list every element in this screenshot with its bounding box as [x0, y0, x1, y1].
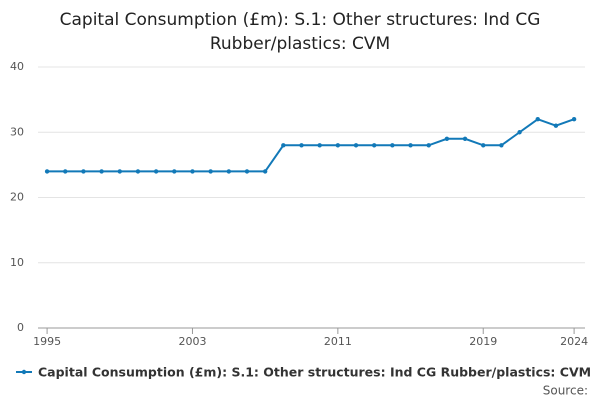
point: [63, 169, 68, 174]
point: [317, 143, 322, 148]
point: [190, 169, 195, 174]
point: [426, 143, 431, 148]
point: [371, 143, 377, 148]
point: [517, 130, 522, 135]
point: [153, 169, 159, 174]
x-tick-label: 2011: [324, 335, 352, 348]
point: [335, 143, 341, 148]
point: [444, 136, 450, 141]
x-tick-label: 2019: [469, 335, 497, 348]
point: [408, 143, 413, 148]
point: [135, 169, 141, 174]
y-tick-label: 30: [10, 125, 24, 138]
point: [208, 169, 213, 174]
point: [172, 169, 177, 174]
point: [44, 169, 50, 174]
point: [462, 136, 468, 141]
x-tick-label: 2024: [560, 335, 588, 348]
point: [553, 123, 559, 128]
point: [571, 117, 577, 122]
point: [481, 143, 486, 148]
x-tick-label: 2003: [178, 335, 206, 348]
point: [99, 169, 104, 174]
point: [299, 143, 304, 148]
point: [244, 169, 250, 174]
series-line: [47, 118, 575, 173]
source: Source:: [543, 384, 588, 398]
point: [117, 169, 122, 174]
point: [499, 143, 504, 148]
y-tick-label: 40: [10, 60, 24, 73]
point: [81, 169, 86, 174]
point: [281, 143, 286, 148]
y-tick-label: 0: [17, 321, 24, 334]
point: [262, 169, 268, 174]
point: [353, 143, 359, 148]
y-tick-label: 10: [10, 256, 24, 269]
point: [390, 143, 395, 148]
point: [535, 117, 540, 122]
x-tick-label: 1995: [33, 335, 61, 348]
chart-title: Capital Consumption (£m): S.1: Other str…: [59, 10, 541, 54]
legend-marker: [21, 369, 27, 375]
y-tick-label: 20: [10, 191, 24, 204]
legend-label: Capital Consumption (£m): S.1: Other str…: [38, 365, 591, 380]
point: [226, 169, 232, 174]
